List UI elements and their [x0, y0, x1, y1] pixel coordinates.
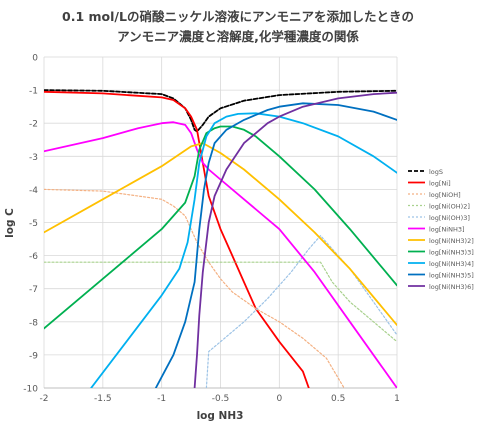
y-axis-label: log C	[4, 208, 16, 238]
x-tick-label: -1	[157, 394, 166, 404]
y-tick-label: -10	[23, 385, 38, 395]
legend-label-3: log[Ni(OH)2]	[429, 203, 470, 211]
legend: logS log[Ni] log[NiOH] log[Ni(OH)2] log[Ni(O…	[408, 168, 474, 291]
x-tick-label: 1	[394, 394, 400, 404]
series-line-6	[44, 142, 397, 326]
series-lines	[44, 89, 397, 388]
y-tick-label: -9	[29, 351, 38, 361]
legend-label-1: log[Ni]	[429, 180, 451, 188]
y-tick-label: 0	[32, 54, 38, 64]
series-line-1	[44, 90, 310, 388]
x-tick-label: -1.5	[94, 394, 112, 404]
series-line-2	[44, 188, 345, 388]
legend-label-2: log[NiOH]	[429, 191, 461, 199]
y-tick-label: -8	[29, 318, 38, 328]
legend-label-6: log[Ni(NH3)2]	[429, 237, 474, 245]
x-axis-label: log NH3	[197, 410, 244, 422]
x-tick-label: -2	[40, 394, 49, 404]
chart-title: 0.1 mol/Lの硝酸ニッケル溶液にアンモニアを添加したときの	[62, 9, 414, 24]
series-line-9	[154, 102, 397, 388]
series-line-7	[44, 125, 397, 330]
x-tick-label: 0	[276, 394, 282, 404]
y-tick-label: -6	[29, 252, 38, 262]
chart-subtitle: アンモニア濃度と溶解度,化学種濃度の関係	[117, 29, 359, 44]
axes: 0-1-2-3-4-5-6-7-8-9-10-2 -1.5 -1 -0.5 0 0.5 1	[23, 54, 400, 405]
legend-label-7: log[Ni(NH3)3]	[429, 249, 474, 257]
legend-label-8: log[Ni(NH3)4]	[429, 260, 474, 268]
legend-label-5: log[NiNH3]	[429, 226, 465, 234]
x-tick-label: -0.5	[212, 394, 230, 404]
y-tick-label: -7	[29, 285, 38, 295]
legend-label-0: logS	[429, 168, 443, 176]
legend-label-4: log[Ni(OH)3]	[429, 214, 470, 222]
y-tick-label: -3	[29, 153, 38, 163]
x-tick-label: 0.5	[331, 394, 345, 404]
legend-label-9: log[Ni(NH3)5]	[429, 272, 474, 280]
series-line-4	[205, 235, 397, 388]
legend-label-10: log[Ni(NH3)6]	[429, 283, 474, 291]
series-line-5	[44, 121, 397, 388]
y-tick-label: -4	[29, 186, 38, 196]
y-tick-label: -1	[29, 87, 38, 97]
y-tick-label: -5	[29, 219, 38, 229]
y-tick-label: -2	[29, 120, 38, 130]
series-line-8	[90, 112, 397, 388]
series-line-10	[193, 91, 397, 388]
